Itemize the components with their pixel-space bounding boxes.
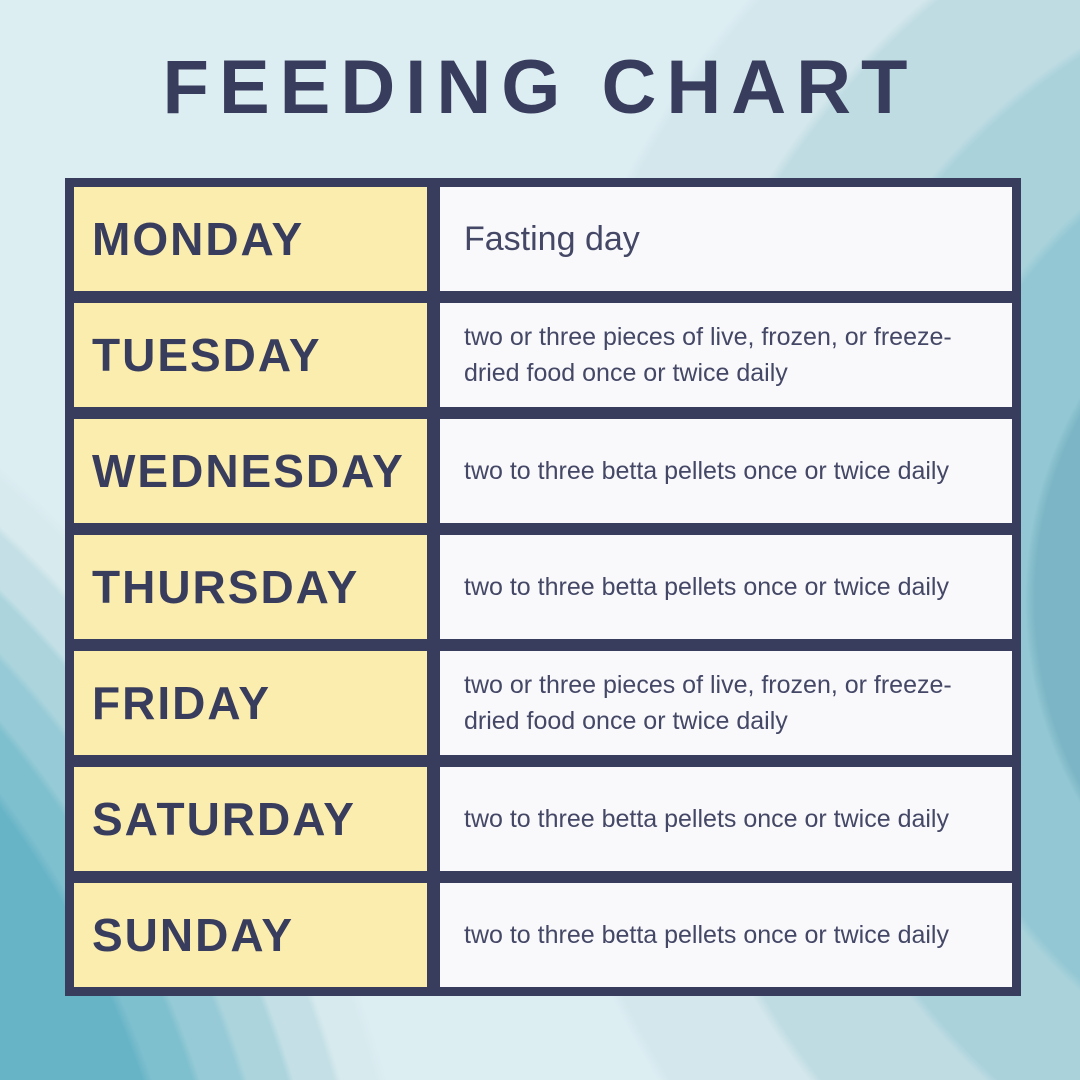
instruction-cell: two to three betta pellets once or twice… (440, 535, 1012, 639)
instruction-cell: two or three pieces of live, frozen, or … (440, 651, 1012, 755)
page-title: FEEDING CHART (162, 45, 918, 130)
instruction-cell: two to three betta pellets once or twice… (440, 419, 1012, 523)
day-cell: SATURDAY (74, 767, 427, 871)
feeding-table: MONDAY Fasting day TUESDAY two or three … (65, 178, 1021, 996)
day-cell: THURSDAY (74, 535, 427, 639)
instruction-cell: two to three betta pellets once or twice… (440, 767, 1012, 871)
instruction-cell: Fasting day (440, 187, 1012, 291)
day-cell: FRIDAY (74, 651, 427, 755)
day-cell: SUNDAY (74, 883, 427, 987)
instruction-cell: two or three pieces of live, frozen, or … (440, 303, 1012, 407)
day-cell: WEDNESDAY (74, 419, 427, 523)
day-cell: TUESDAY (74, 303, 427, 407)
day-cell: MONDAY (74, 187, 427, 291)
instruction-cell: two to three betta pellets once or twice… (440, 883, 1012, 987)
